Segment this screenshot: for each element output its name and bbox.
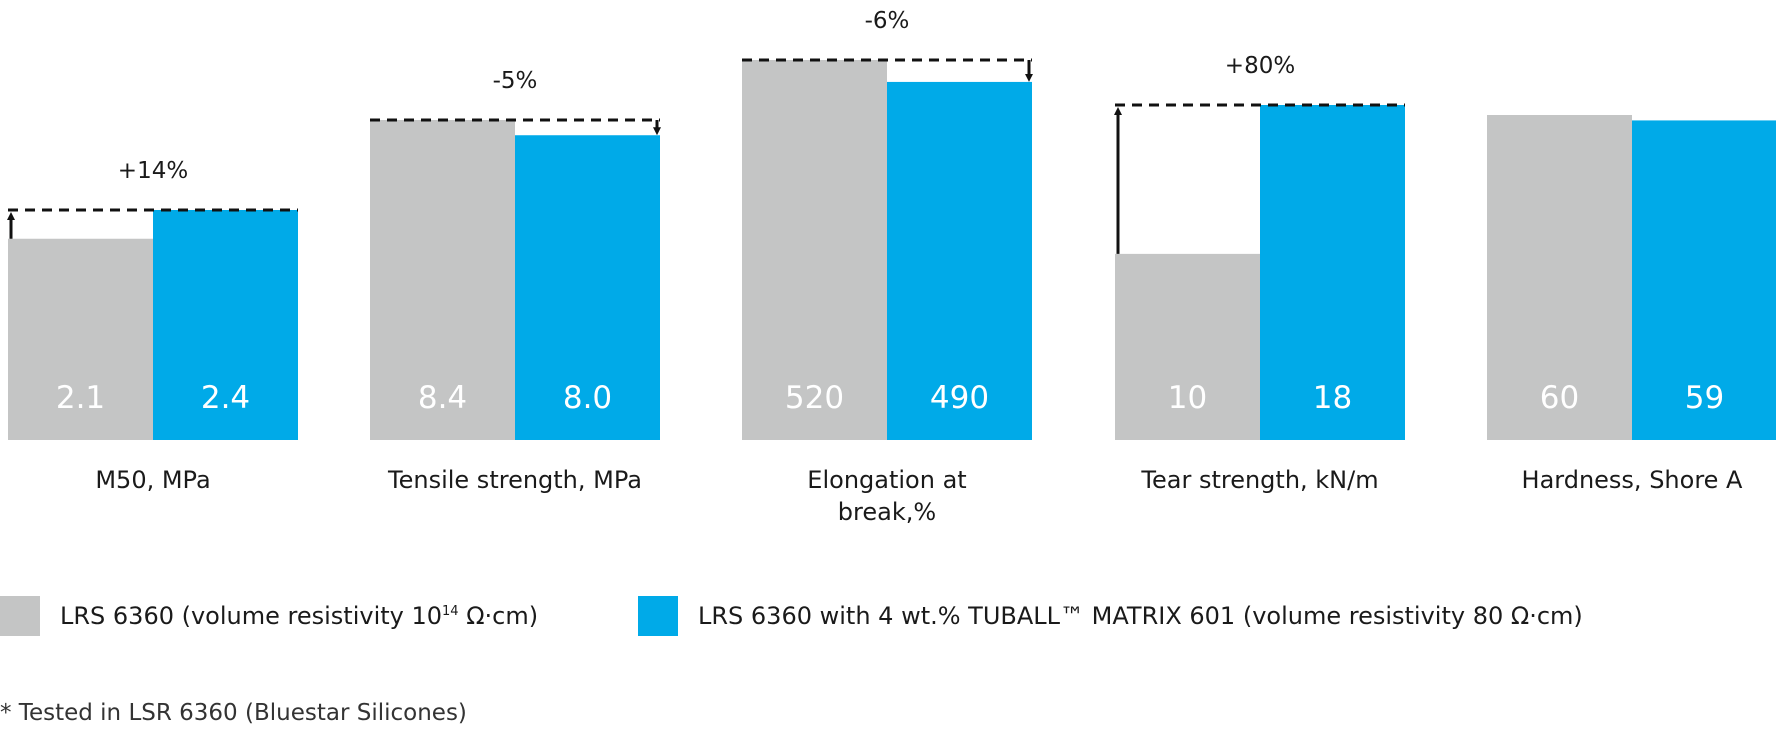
change-label-tear-strength-kn-m: +80%: [1225, 53, 1295, 79]
bar-baseline-m50-mpa: [8, 238, 153, 440]
bar-tuball-hardness-shore-a: [1632, 120, 1776, 441]
legend-label-tuball: LRS 6360 with 4 wt.% TUBALL™ MATRIX 601 …: [698, 602, 1583, 630]
bar-tuball-m50-mpa: [153, 210, 298, 440]
value-label-baseline-elongation-at-break: 520: [785, 380, 844, 416]
legend-swatch-baseline: [0, 596, 40, 636]
value-label-tuball-tear-strength-kn-m: 18: [1313, 380, 1352, 416]
value-label-baseline-m50-mpa: 2.1: [56, 380, 105, 416]
category-label-hardness-shore-a: Hardness, Shore A: [1522, 466, 1744, 494]
footnote: * Tested in LSR 6360 (Bluestar Silicones…: [0, 700, 467, 726]
bar-baseline-tensile-strength-mpa: [370, 120, 515, 440]
value-label-tuball-m50-mpa: 2.4: [201, 380, 250, 416]
value-label-tuball-tensile-strength-mpa: 8.0: [563, 380, 612, 416]
category-label-elongation-at-break-line2: break,%: [838, 498, 936, 526]
category-label-tensile-strength-mpa: Tensile strength, MPa: [387, 466, 642, 494]
bar-tuball-elongation-at-break: [887, 81, 1032, 440]
change-label-m50-mpa: +14%: [118, 158, 188, 184]
category-label-m50-mpa: M50, MPa: [95, 466, 210, 494]
category-label-elongation-at-break: Elongation at: [807, 466, 966, 494]
value-label-tuball-hardness-shore-a: 59: [1685, 380, 1724, 416]
legend-swatch-tuball: [638, 596, 678, 636]
bar-tuball-tensile-strength-mpa: [515, 135, 660, 440]
bar-baseline-elongation-at-break: [742, 60, 887, 440]
value-label-baseline-tensile-strength-mpa: 8.4: [418, 380, 467, 416]
bar-chart: 2.1 2.4 M50, MPa +14% 8.4 8.0 Tensile strength…: [7, 8, 1776, 526]
value-label-baseline-tear-strength-kn-m: 10: [1168, 380, 1207, 416]
category-label-tear-strength-kn-m: Tear strength, kN/m: [1140, 466, 1378, 494]
legend: LRS 6360 (volume resistivity 1014 Ω·cm) …: [0, 596, 1776, 636]
legend-item-tuball: LRS 6360 with 4 wt.% TUBALL™ MATRIX 601 …: [638, 596, 1583, 636]
value-label-baseline-hardness-shore-a: 60: [1540, 380, 1579, 416]
bar-baseline-hardness-shore-a: [1487, 115, 1632, 440]
bar-tuball-tear-strength-kn-m: [1260, 105, 1405, 440]
legend-label-baseline: LRS 6360 (volume resistivity 1014 Ω·cm): [60, 602, 539, 630]
legend-item-baseline: LRS 6360 (volume resistivity 1014 Ω·cm): [0, 596, 538, 636]
bar-baseline-tear-strength-kn-m: [1115, 253, 1260, 440]
value-label-tuball-elongation-at-break: 490: [930, 380, 989, 416]
change-label-elongation-at-break: -6%: [865, 8, 910, 34]
change-label-tensile-strength-mpa: -5%: [493, 68, 538, 94]
